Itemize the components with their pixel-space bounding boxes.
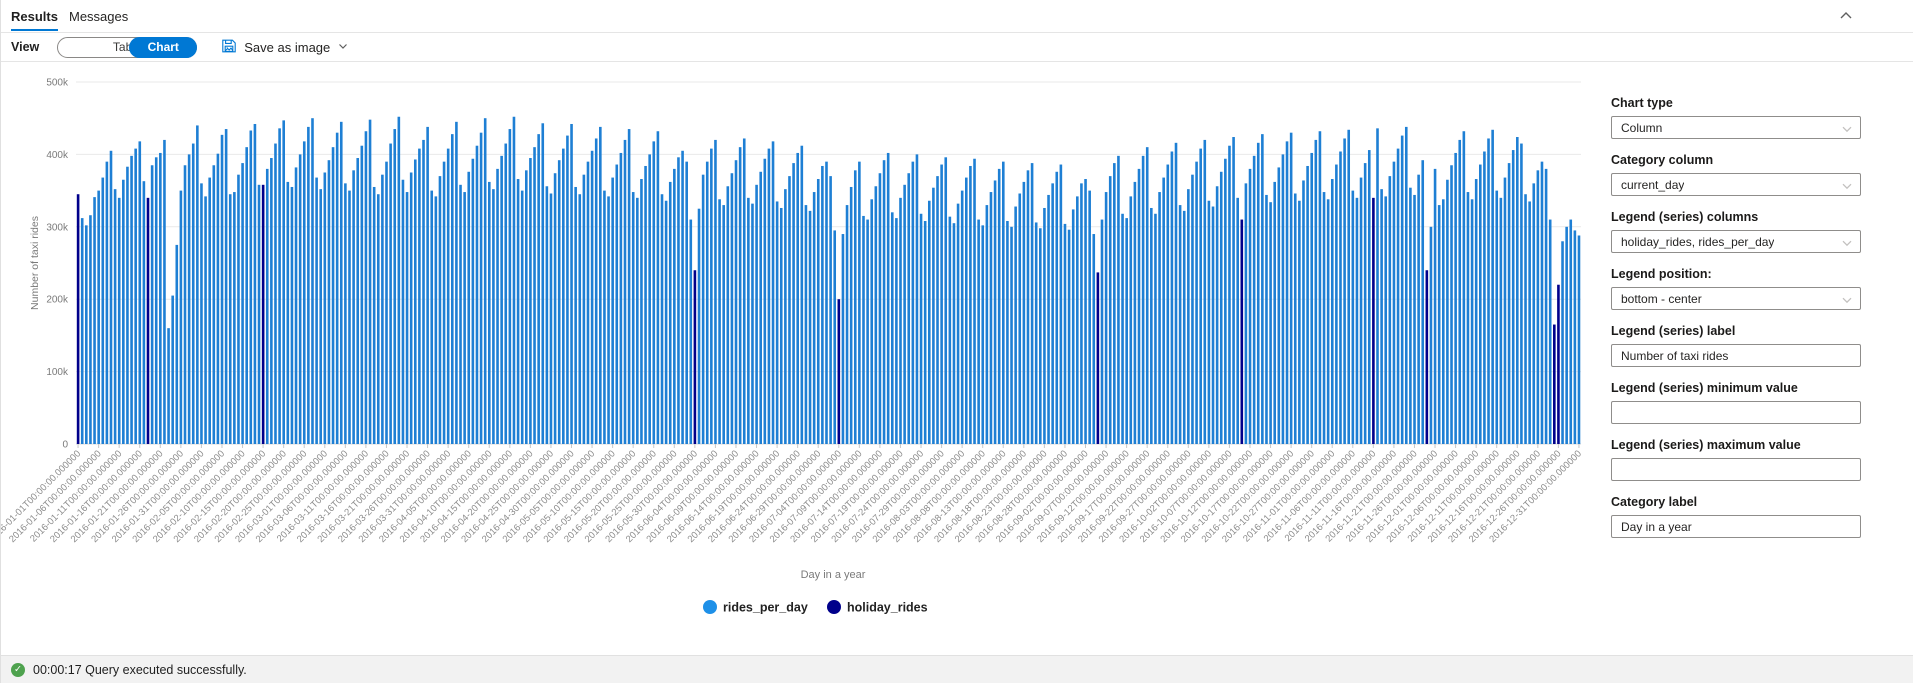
- status-bar: ✓ 00:00:17 Query executed successfully.: [1, 655, 1913, 683]
- chart-type-label: Chart type: [1611, 96, 1673, 110]
- success-check-icon: ✓: [11, 662, 25, 677]
- chevron-down-icon: [337, 40, 349, 55]
- legend-columns-label: Legend (series) columns: [1611, 210, 1759, 224]
- view-label: View: [11, 40, 40, 54]
- legend-position-select[interactable]: bottom - center: [1611, 287, 1861, 310]
- legend-columns-select[interactable]: holiday_rides, rides_per_day: [1611, 230, 1861, 253]
- legend-min-label: Legend (series) minimum value: [1611, 381, 1798, 395]
- legend-max-input[interactable]: [1611, 458, 1861, 481]
- svg-text:400k: 400k: [46, 150, 69, 161]
- tab-messages[interactable]: Messages: [69, 0, 128, 32]
- category-label-input[interactable]: [1611, 515, 1861, 538]
- chart-type-select[interactable]: Column: [1611, 116, 1861, 139]
- tab-results[interactable]: Results: [11, 0, 58, 32]
- svg-text:100k: 100k: [46, 367, 69, 378]
- chart-toggle-label: Chart: [147, 40, 179, 54]
- legend-columns-value: holiday_rides, rides_per_day: [1621, 234, 1775, 249]
- tab-messages-label: Messages: [69, 8, 129, 24]
- chart-toggle-button[interactable]: Chart: [129, 36, 198, 58]
- x-axis-title: Day in a year: [801, 569, 866, 581]
- chart-toolbar: View Table Chart Save as image: [1, 33, 1913, 62]
- chevron-down-icon: [1841, 180, 1853, 195]
- tab-results-label: Results: [11, 8, 58, 24]
- chart-legend: rides_per_day holiday_rides: [703, 600, 928, 615]
- save-as-image-button[interactable]: Save as image: [221, 38, 349, 57]
- chevron-down-icon: [1841, 294, 1853, 309]
- legend-label-rides-per-day: rides_per_day: [723, 601, 808, 615]
- legend-label-holiday-rides: holiday_rides: [847, 601, 928, 615]
- category-column-value: current_day: [1621, 177, 1685, 192]
- legend-dot-holiday-rides: [827, 600, 841, 614]
- view-toggle: Table Chart: [57, 36, 198, 58]
- category-column-select[interactable]: current_day: [1611, 173, 1861, 196]
- legend-max-label: Legend (series) maximum value: [1611, 438, 1801, 452]
- chart-config-panel: Chart type Column Category column curren…: [1611, 62, 1861, 538]
- save-as-image-label: Save as image: [244, 39, 331, 55]
- svg-text:300k: 300k: [46, 222, 69, 233]
- category-column-label: Category column: [1611, 153, 1714, 167]
- chart-area: 0 100k 200k 300k 400k 500k 2016-01-01T00:00:0…: [1, 62, 1601, 652]
- category-label-label: Category label: [1611, 495, 1698, 509]
- legend-min-input[interactable]: [1611, 401, 1861, 424]
- chevron-up-icon[interactable]: [1837, 7, 1855, 25]
- legend-position-label: Legend position:: [1611, 267, 1712, 281]
- legend-dot-rides-per-day: [703, 600, 717, 614]
- legend-series-label-input[interactable]: [1611, 344, 1861, 367]
- legend-position-value: bottom - center: [1621, 291, 1702, 306]
- svg-text:500k: 500k: [46, 78, 69, 89]
- save-image-icon: [221, 38, 237, 57]
- chart-type-value: Column: [1621, 120, 1663, 135]
- results-tab-bar: Results Messages: [1, 0, 1913, 33]
- svg-text:200k: 200k: [46, 295, 69, 306]
- status-text: 00:00:17 Query executed successfully.: [33, 662, 247, 677]
- chevron-down-icon: [1841, 237, 1853, 252]
- chevron-down-icon: [1841, 123, 1853, 138]
- svg-text:0: 0: [62, 440, 68, 451]
- legend-series-label-label: Legend (series) label: [1611, 324, 1736, 338]
- y-axis-title: Number of taxi rides: [29, 216, 41, 310]
